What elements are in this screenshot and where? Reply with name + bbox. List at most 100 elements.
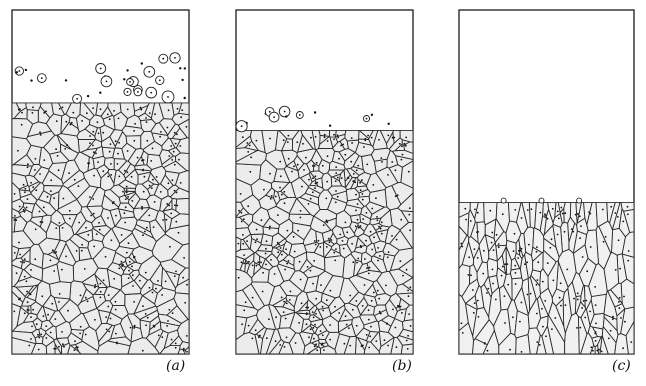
grain-nucleus — [590, 346, 593, 349]
grain-nucleus — [464, 207, 467, 210]
grain-nucleus — [73, 349, 76, 351]
grain-nucleus — [254, 329, 257, 332]
grain-nucleus — [574, 213, 577, 216]
grain-nucleus — [102, 279, 105, 282]
grain-nucleus — [249, 170, 252, 173]
grain-nucleus — [379, 255, 381, 257]
grain-nucleus — [361, 305, 364, 307]
grain — [134, 104, 149, 118]
grain-nucleus — [405, 136, 408, 139]
grain-nucleus — [607, 337, 610, 340]
grain-nucleus — [338, 312, 341, 314]
grain-nucleus — [357, 257, 360, 260]
grain-nucleus — [387, 174, 389, 176]
floating-particle — [328, 124, 332, 127]
grain-nucleus — [55, 227, 58, 230]
grain-nucleus — [120, 260, 123, 263]
grain — [458, 322, 474, 355]
grain-nucleus — [409, 229, 411, 232]
grain-nucleus — [405, 268, 408, 271]
grain-nucleus — [110, 174, 113, 176]
grain-nucleus — [367, 134, 369, 137]
grain-nucleus — [179, 145, 182, 147]
grain-nucleus — [14, 215, 16, 217]
grain-nucleus — [624, 320, 626, 323]
grain-nucleus — [601, 208, 604, 211]
grain-nucleus — [115, 214, 117, 217]
grain-nucleus — [269, 137, 271, 140]
grain-nucleus — [45, 337, 48, 339]
floating-particle — [123, 78, 126, 81]
grain-nucleus — [89, 196, 91, 199]
grain-nucleus — [24, 187, 27, 190]
grain-nucleus — [124, 221, 127, 224]
grain-nucleus — [167, 182, 170, 185]
grain-nucleus — [280, 193, 283, 196]
grain-nucleus — [589, 246, 592, 248]
grain-nucleus — [586, 270, 589, 273]
floating-particle — [285, 115, 288, 118]
grain-nucleus — [626, 205, 629, 208]
grain — [140, 279, 154, 297]
grain — [623, 208, 635, 233]
grain-nucleus — [102, 131, 105, 134]
grain-nucleus — [94, 318, 96, 321]
grain-nucleus — [486, 349, 489, 352]
grain-nucleus — [378, 138, 380, 141]
grain-nucleus — [578, 215, 581, 218]
grain-nucleus — [299, 216, 302, 219]
grain — [331, 173, 342, 182]
grain-nucleus — [614, 269, 617, 271]
grain-nucleus — [268, 318, 270, 321]
grain-nucleus — [115, 342, 118, 345]
grain-nucleus — [408, 313, 410, 315]
grain-nucleus — [546, 262, 549, 264]
grain-nucleus — [141, 205, 143, 208]
grain-nucleus — [401, 312, 403, 314]
grain-nucleus — [313, 259, 316, 262]
grain — [503, 273, 513, 301]
grain — [11, 181, 21, 203]
grain-nucleus — [175, 220, 178, 223]
grain — [241, 283, 265, 311]
grain-nucleus — [315, 343, 317, 346]
grain-nucleus — [600, 350, 603, 353]
grain-nucleus — [545, 335, 547, 338]
grain-nucleus — [476, 299, 479, 302]
grain-nucleus — [279, 344, 282, 346]
grain-nucleus — [408, 213, 411, 216]
grain-nucleus — [51, 302, 54, 305]
grain-nucleus — [512, 316, 514, 319]
grain-nucleus — [125, 185, 128, 188]
grain-nucleus — [328, 241, 331, 244]
grain-nucleus — [22, 183, 25, 186]
grain-nucleus — [518, 249, 520, 252]
grain-nucleus — [263, 188, 265, 191]
grain-nucleus — [477, 316, 480, 318]
grain-nucleus — [97, 132, 100, 135]
grain-nucleus — [276, 241, 279, 244]
grain-nucleus — [270, 195, 273, 197]
grain-nucleus — [25, 280, 28, 283]
grain-nucleus — [400, 158, 403, 161]
grain-nucleus — [284, 317, 287, 320]
grain-nucleus — [171, 179, 174, 182]
grain-nucleus — [150, 160, 153, 162]
grain-nucleus — [162, 219, 165, 221]
grain-nucleus — [26, 166, 29, 169]
grain-nucleus — [314, 175, 317, 178]
grain-nucleus — [528, 243, 530, 246]
grain-nucleus — [350, 137, 353, 140]
grain-nucleus — [186, 350, 188, 353]
grain-nucleus — [626, 213, 629, 216]
grain-nucleus — [127, 277, 130, 279]
grain-nucleus — [370, 325, 372, 328]
grain-nucleus — [244, 301, 247, 304]
grain-nucleus — [131, 265, 133, 268]
grain-nucleus — [243, 254, 246, 256]
grain-nucleus — [334, 180, 337, 183]
grain-nucleus — [102, 170, 105, 173]
grain-nucleus — [299, 278, 302, 281]
grain-nucleus — [321, 334, 324, 337]
grain-nucleus — [312, 282, 314, 285]
